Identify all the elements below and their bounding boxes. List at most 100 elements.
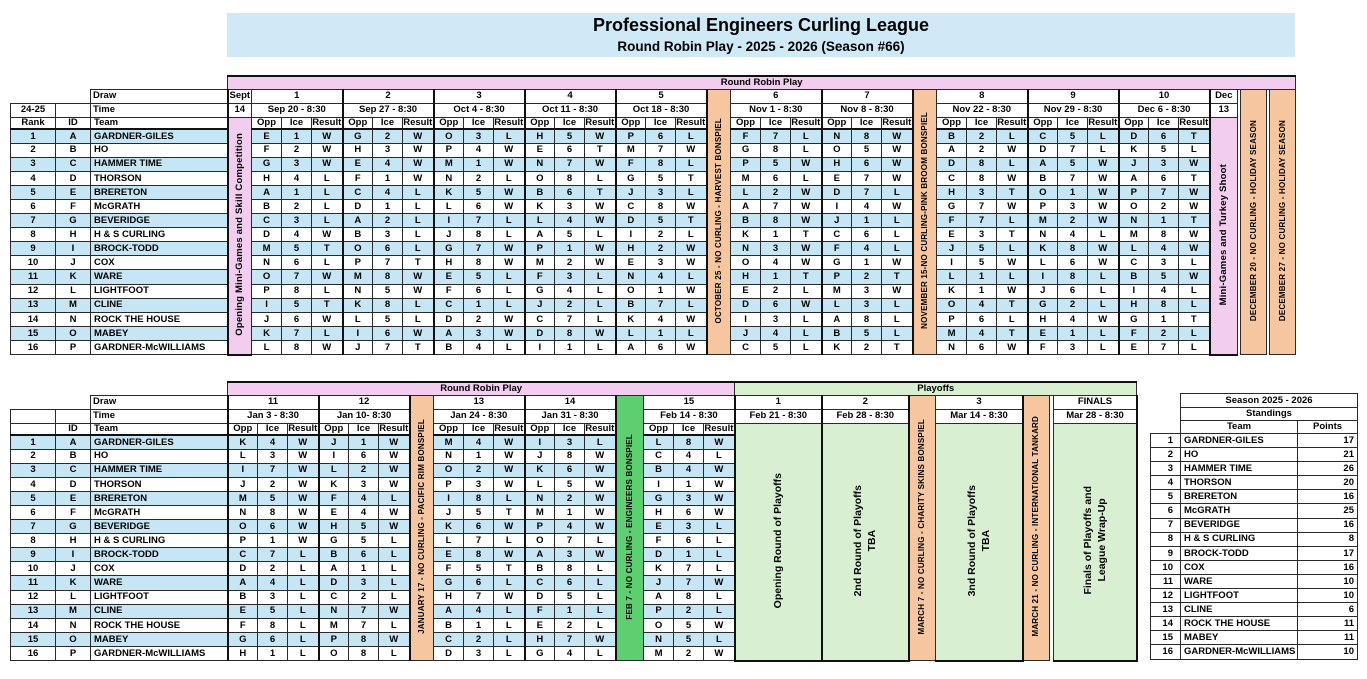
result-cell: L	[1178, 297, 1211, 313]
result-cell: L	[675, 269, 708, 285]
ice-cell: 4	[554, 283, 586, 299]
no-curling-dec20-column-text: DECEMBER 20 - NO CURLING - HOLIDAY SEASO…	[1248, 119, 1258, 322]
team-id: P	[55, 339, 91, 356]
result-cell: T	[493, 504, 526, 521]
result-cell: L	[703, 561, 736, 577]
ice-header: Ice	[281, 116, 313, 130]
ice-cell: 3	[673, 490, 705, 506]
gap	[1266, 89, 1270, 355]
ice-cell: 6	[554, 462, 586, 478]
team-id: A	[55, 434, 91, 450]
team-id: H	[55, 533, 91, 549]
ice-cell: 3	[645, 184, 677, 200]
ice-cell: 6	[463, 519, 495, 535]
result-cell: L	[675, 156, 708, 172]
result-cell: L	[584, 561, 617, 577]
draw-date: Nov 29 - 8:30	[1027, 102, 1120, 118]
result-cell: L	[1087, 339, 1120, 356]
standing-team: BRERETON	[1180, 489, 1298, 505]
result-cell: W	[881, 128, 914, 144]
result-cell: T	[402, 255, 435, 271]
no-curling-jan17-column-text: JANUARY 17 - NO CURLING - PACIFIC RIM BO…	[416, 419, 426, 634]
ice-cell: 3	[554, 547, 586, 563]
opp-cell: O	[615, 283, 647, 299]
ice-cell: 6	[281, 255, 313, 271]
opp-cell: F	[1027, 339, 1059, 356]
opp-cell: J	[318, 434, 350, 450]
result-cell: W	[493, 519, 526, 535]
draw-number: 9	[1027, 88, 1120, 104]
opp-cell: E	[433, 269, 465, 285]
opp-cell: I	[730, 311, 762, 327]
result-cell: W	[790, 156, 823, 172]
opp-cell: P	[342, 255, 374, 271]
st-cols: Team Points	[1150, 420, 1358, 434]
ice-cell: 1	[760, 269, 792, 285]
team-name: MABEY	[89, 325, 229, 341]
gap	[1049, 395, 1054, 661]
no-curling-jan17-column: JANUARY 17 - NO CURLING - PACIFIC RIM BO…	[409, 394, 435, 661]
result-cell: L	[287, 589, 320, 605]
ice-header: Ice	[372, 116, 404, 130]
opp-cell: K	[1118, 142, 1150, 158]
ice-header: Ice	[760, 116, 792, 130]
team-header: Team	[89, 422, 229, 436]
team-name: ROCK THE HOUSE	[89, 617, 229, 633]
draw-number: 10	[1118, 88, 1211, 104]
playoff-round-label: Opening Round of Playoffs	[734, 422, 823, 662]
opp-cell: N	[318, 603, 350, 619]
opp-cell: G	[433, 241, 465, 257]
result-cell: L	[493, 269, 526, 285]
team-id: B	[55, 142, 91, 158]
result-cell: T	[584, 142, 617, 158]
result-cell: L	[703, 631, 736, 647]
ice-cell: 7	[281, 269, 313, 285]
ice-cell: 6	[463, 283, 495, 299]
team-rank: 16	[10, 645, 56, 662]
opp-cell: I	[936, 255, 968, 271]
draw-date: Nov 22 - 8:30	[936, 102, 1029, 118]
team-row: 2 B HO F 2 W H 3 W P 4 W E 6 T M 7 W G 8 L O 5 W A 2 W D 7 L K 5 L	[10, 142, 1296, 158]
result-cell: W	[703, 462, 736, 478]
team-id: F	[55, 504, 91, 521]
opp-cell: A	[936, 142, 968, 158]
result-cell: L	[1087, 142, 1120, 158]
opp-cell: A	[524, 547, 556, 563]
result-cell: L	[996, 269, 1029, 285]
result-cell: L	[1087, 128, 1120, 144]
ice-header: Ice	[645, 116, 677, 130]
opp-cell: O	[342, 241, 374, 257]
opp-cell: D	[251, 227, 283, 243]
spacer	[55, 395, 91, 409]
ice-cell: 4	[257, 575, 289, 591]
result-cell: W	[1178, 156, 1211, 172]
result-cell: W	[402, 142, 435, 158]
team-name: GARDNER-GILES	[89, 128, 229, 144]
playoff-round-label: 2nd Round of Playoffs TBA	[821, 422, 910, 662]
ice-cell: 1	[281, 184, 313, 200]
rank-header: Rank	[10, 116, 56, 130]
opp-cell: J	[615, 184, 647, 200]
ice-cell: 5	[645, 213, 677, 229]
opp-cell: I	[433, 213, 465, 229]
result-header: Result	[493, 116, 526, 130]
opp-cell: L	[342, 311, 374, 327]
ice-cell: 5	[760, 339, 792, 356]
opp-cell: O	[1027, 184, 1059, 200]
team-header: Team	[89, 116, 229, 130]
team-id: D	[55, 170, 91, 186]
standings-row: 9 BROCK-TODD 17	[1150, 545, 1358, 561]
id-header: ID	[55, 116, 91, 130]
result-cell: W	[1087, 156, 1120, 172]
ice-cell: 3	[554, 434, 586, 450]
standing-rank: 2	[1150, 447, 1181, 463]
standings-row: 16 GARDNER-McWILLIAMS 10	[1150, 644, 1358, 660]
result-cell: L	[493, 575, 526, 591]
ice-cell: 8	[372, 297, 404, 313]
result-cell: L	[584, 339, 617, 356]
ice-cell: 4	[372, 184, 404, 200]
ice-cell: 3	[463, 645, 495, 662]
ice-cell: 6	[372, 241, 404, 257]
result-cell: L	[584, 603, 617, 619]
opp-cell: E	[730, 283, 762, 299]
